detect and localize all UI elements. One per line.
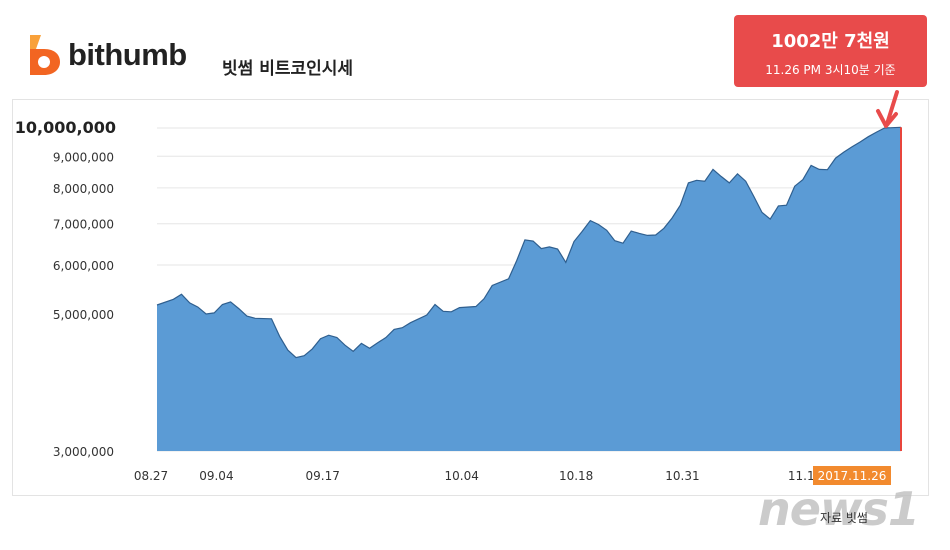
y-axis-ticks: 10,000,000 9,000,000 8,000,000 7,000,000 6,0… — [15, 118, 116, 459]
x-axis-ticks: 08.27 09.04 09.17 10.04 10.18 10.31 11.15 — [134, 469, 822, 483]
news-watermark: news1 — [758, 482, 920, 536]
brand-name: bithumb — [68, 37, 187, 72]
y-tick-label: 8,000,000 — [53, 182, 114, 196]
current-price-value: 1002만 7천원 — [771, 31, 890, 52]
price-area — [157, 127, 901, 452]
bithumb-logo: bithumb — [24, 33, 187, 77]
y-tick-label: 10,000,000 — [15, 118, 116, 137]
current-price-callout: 1002만 7천원 11.26 PM 3시10분 기준 — [734, 15, 927, 87]
data-source: 자료 빗썸 — [820, 511, 868, 525]
y-tick-label: 7,000,000 — [53, 218, 114, 232]
x-tick-label: 10.04 — [445, 469, 479, 483]
current-date-badge: 2017.11.26 — [813, 466, 891, 485]
bithumb-logo-icon — [30, 35, 60, 75]
x-tick-label: 09.17 — [306, 469, 340, 483]
x-tick-label: 10.18 — [559, 469, 593, 483]
y-tick-label: 5,000,000 — [53, 308, 114, 322]
chart-title: 빗썸 비트코인시세 — [222, 59, 354, 79]
current-price-time: 11.26 PM 3시10분 기준 — [765, 63, 896, 77]
y-tick-label: 3,000,000 — [53, 445, 114, 459]
date-badge-label: 2017.11.26 — [818, 469, 887, 483]
chart-frame — [12, 99, 929, 496]
x-tick-label: 08.27 — [134, 469, 168, 483]
y-tick-label: 9,000,000 — [53, 150, 114, 164]
x-tick-label: 10.31 — [665, 469, 699, 483]
y-tick-label: 6,000,000 — [53, 259, 114, 273]
x-tick-label: 09.04 — [199, 469, 233, 483]
price-line — [156, 126, 902, 359]
callout-arrow — [876, 90, 899, 128]
arrow-head — [876, 109, 898, 128]
arrow-shaft — [885, 90, 899, 126]
date-badge-bg — [813, 466, 891, 485]
